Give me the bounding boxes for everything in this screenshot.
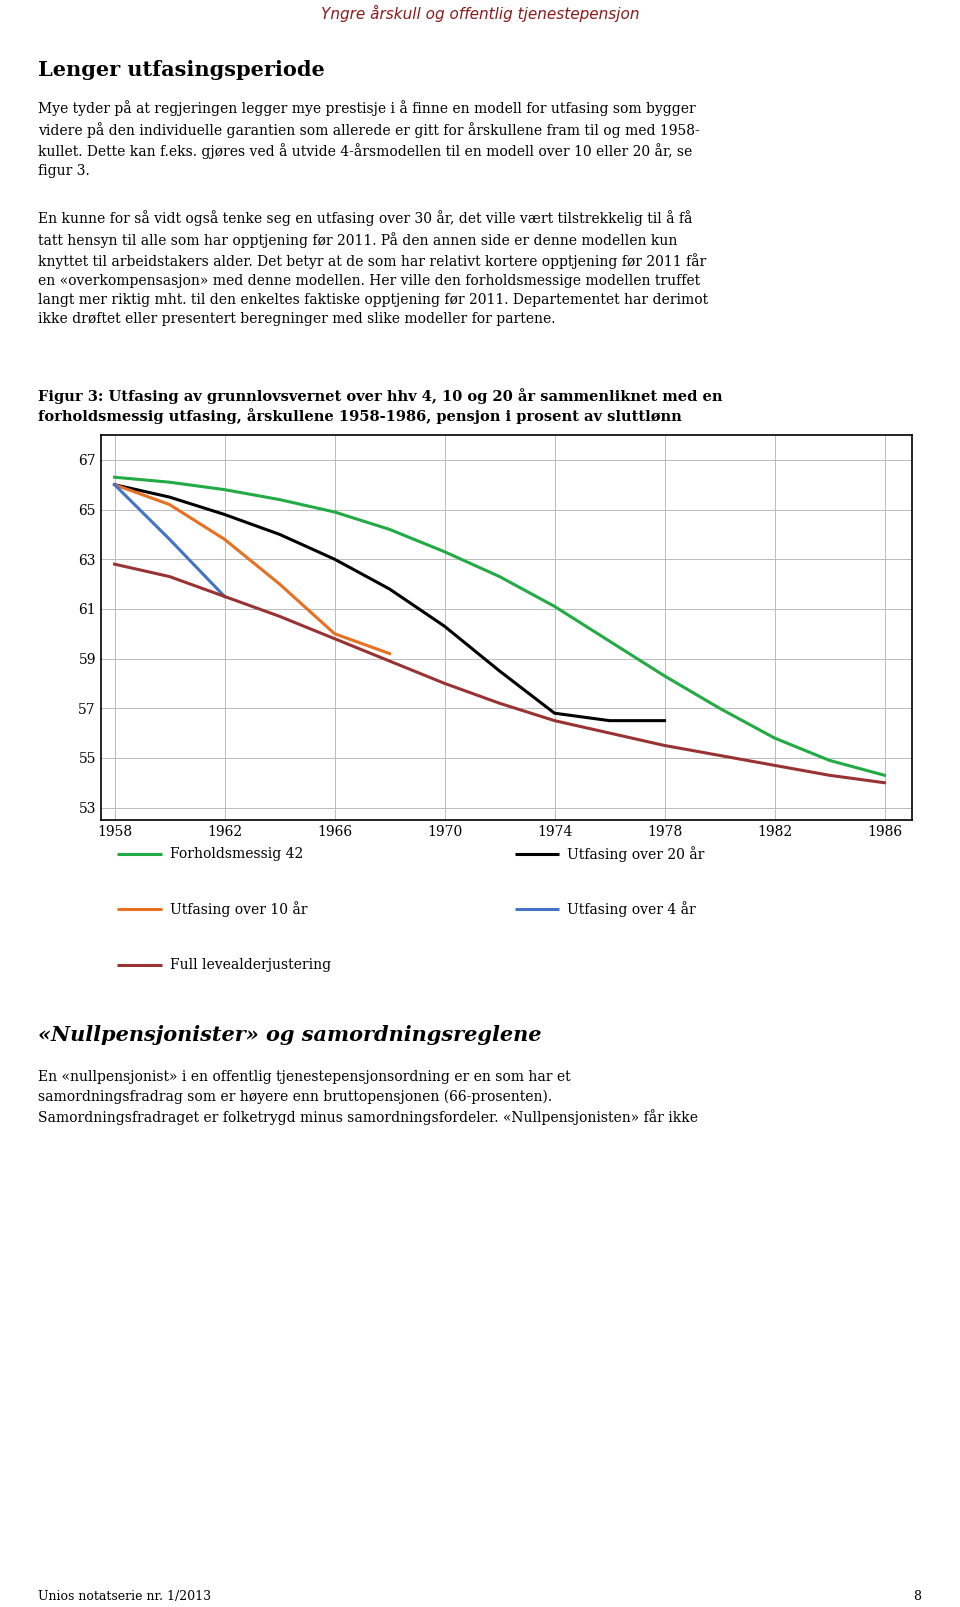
Text: Forholdsmessig 42: Forholdsmessig 42 bbox=[170, 847, 303, 861]
Text: 8: 8 bbox=[914, 1589, 922, 1604]
Text: En kunne for så vidt også tenke seg en utfasing over 30 år, det ville vært tilst: En kunne for så vidt også tenke seg en u… bbox=[38, 211, 708, 326]
Text: Lenger utfasingsperiode: Lenger utfasingsperiode bbox=[38, 59, 325, 80]
Text: Yngre årskull og offentlig tjenestepensjon: Yngre årskull og offentlig tjenestepensj… bbox=[321, 5, 639, 22]
Text: Utfasing over 4 år: Utfasing over 4 år bbox=[567, 902, 696, 918]
Text: Unios notatserie nr. 1/2013: Unios notatserie nr. 1/2013 bbox=[38, 1589, 211, 1604]
Text: En «nullpensjonist» i en offentlig tjenestepensjonsordning er en som har et
samo: En «nullpensjonist» i en offentlig tjene… bbox=[38, 1070, 698, 1125]
Text: Utfasing over 20 år: Utfasing over 20 år bbox=[567, 845, 705, 861]
Text: Figur 3: Utfasing av grunnlovsvernet over hhv 4, 10 og 20 år sammenliknet med en: Figur 3: Utfasing av grunnlovsvernet ove… bbox=[38, 387, 723, 424]
Text: «Nullpensjonister» og samordningsreglene: «Nullpensjonister» og samordningsreglene bbox=[38, 1025, 541, 1045]
Text: Mye tyder på at regjeringen legger mye prestisje i å finne en modell for utfasin: Mye tyder på at regjeringen legger mye p… bbox=[38, 100, 700, 178]
Text: Full levealderjustering: Full levealderjustering bbox=[170, 958, 331, 972]
Text: Utfasing over 10 år: Utfasing over 10 år bbox=[170, 902, 307, 918]
